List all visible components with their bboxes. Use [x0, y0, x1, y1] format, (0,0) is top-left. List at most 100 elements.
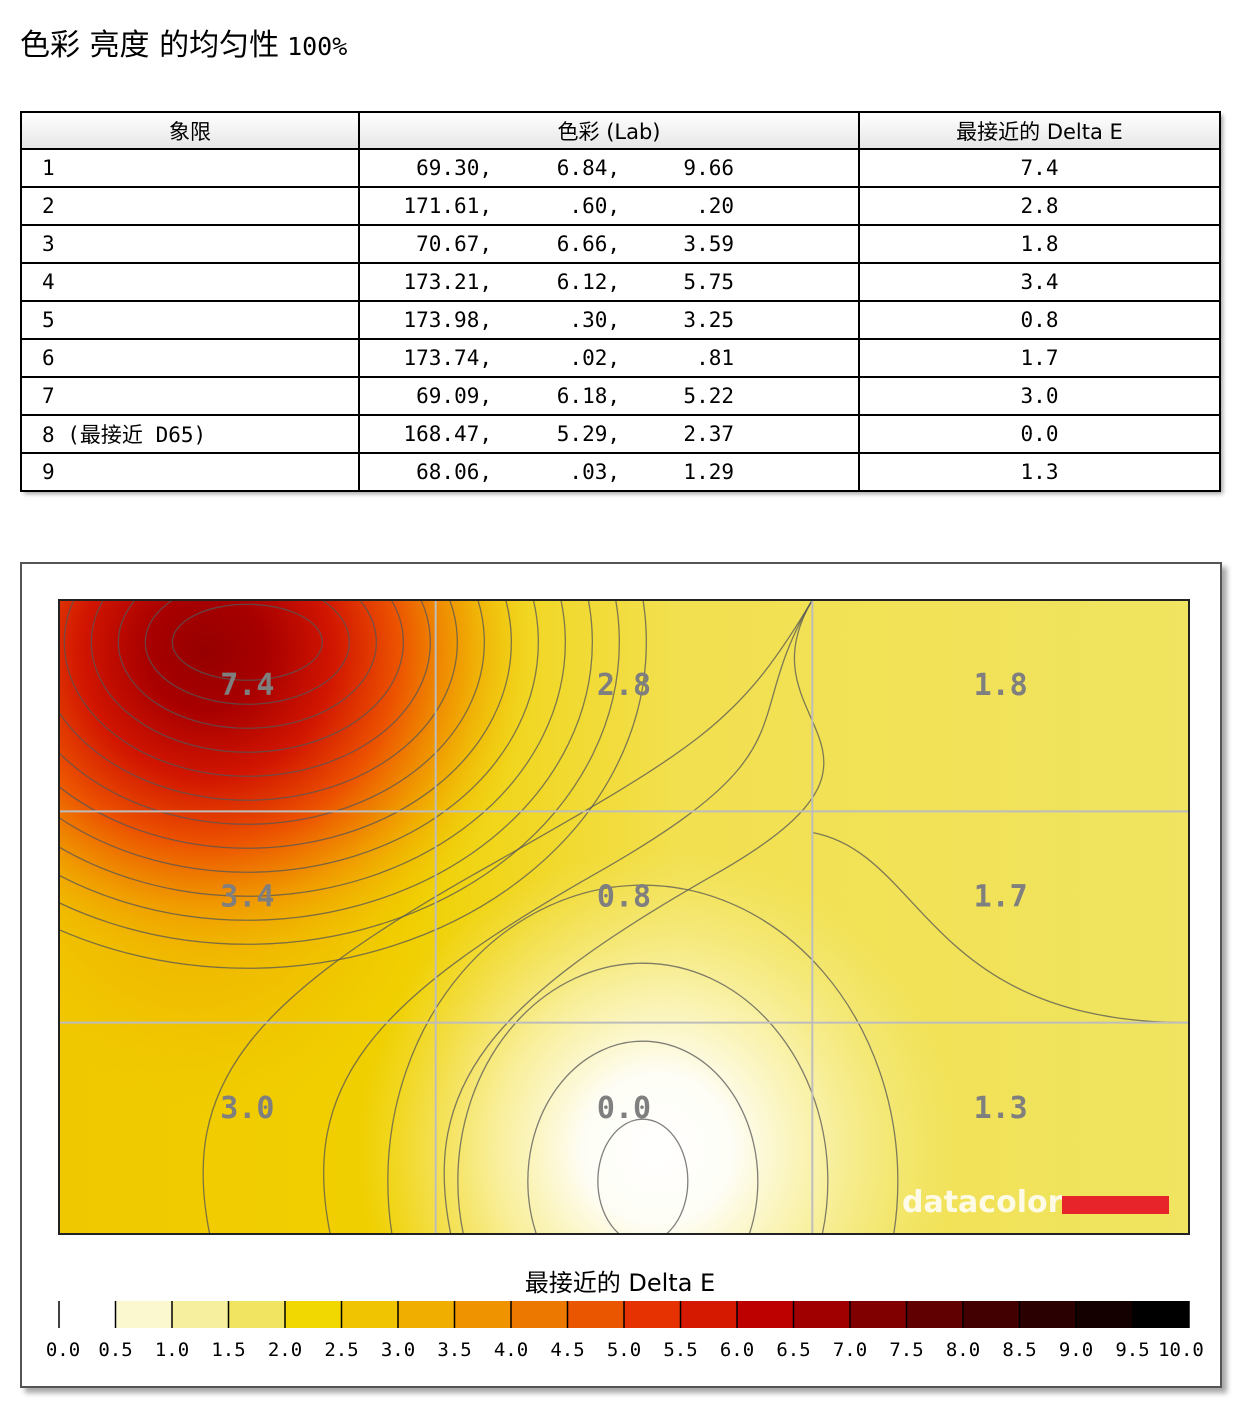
contour-line	[59, 600, 647, 969]
contour-line	[59, 600, 593, 921]
cell-quadrant: 2	[20, 186, 360, 226]
colorbar-tick-label: 6.5	[776, 1339, 810, 1361]
colorbar-swatch	[963, 1301, 1020, 1328]
cell-lab: 70.67, 6.66, 3.59	[358, 224, 860, 264]
cell-quadrant: 6	[20, 338, 360, 378]
plot-border	[58, 599, 1190, 1235]
cell-value-label: 1.3	[974, 1091, 1028, 1126]
colorbar-swatch	[59, 1301, 116, 1328]
datacolor-watermark: datacolor	[902, 1185, 1063, 1220]
table-row: 2 171.61, .60, .20 2.8	[20, 186, 1221, 226]
cell-lab-a: 6.18,	[556, 384, 620, 408]
page-title-suffix: 100%	[287, 32, 348, 61]
colorbar-tick-label: 1.0	[155, 1339, 189, 1361]
cell-value-label: 0.0	[597, 1091, 651, 1126]
cell-lab-l: 173.98,	[403, 308, 492, 332]
colorbar-swatch	[624, 1301, 681, 1328]
contour-line	[59, 600, 485, 825]
cell-lab-a: .03,	[569, 460, 620, 484]
colorbar-tick-label: 8.5	[1002, 1339, 1036, 1361]
colorbar-tick-label: 5.0	[607, 1339, 641, 1361]
contour-line	[59, 600, 539, 873]
colorbar-tick-label: 7.0	[833, 1339, 867, 1361]
cell-lab-a: .02,	[569, 346, 620, 370]
contour-line	[457, 962, 829, 1234]
contour-line	[144, 600, 350, 705]
lab-table-wrapper: 象限 色彩 (Lab) 最接近的 Delta E 1 69.30, 6.84, 9.6…	[20, 111, 1221, 492]
colorbar-swatch	[228, 1301, 286, 1328]
colorbar-swatch	[1076, 1301, 1133, 1328]
cell-lab-b: .81	[696, 346, 734, 370]
table-row: 7 69.09, 6.18, 5.22 3.0	[20, 376, 1221, 416]
colorbar	[58, 1301, 1190, 1328]
cell-delta-e: 2.8	[858, 186, 1221, 226]
cell-lab-l: 173.74,	[403, 346, 492, 370]
table-row: 9 68.06, .03, 1.29 1.3	[20, 452, 1221, 492]
contour-line	[63, 600, 431, 777]
colorbar-swatch	[398, 1301, 455, 1328]
cell-lab-l: 68.06,	[416, 460, 492, 484]
cell-delta-e: 1.8	[858, 224, 1221, 264]
cell-lab-a: 6.84,	[556, 156, 620, 180]
cell-lab-b: 5.75	[683, 270, 734, 294]
cell-value-label: 1.8	[974, 668, 1028, 703]
cell-value-label: 3.4	[220, 879, 274, 914]
table-row: 4 173.21, 6.12, 5.75 3.4	[20, 262, 1221, 302]
colorbar-title: 最接近的 Delta E	[525, 1269, 715, 1297]
table-row: 8 (最接近 D65) 168.47, 5.29, 2.37 0.0	[20, 414, 1221, 454]
contour-line	[117, 600, 377, 729]
cell-lab-b: 5.22	[683, 384, 734, 408]
cell-value-labels: 7.4 2.8 1.8 3.4 0.8 1.7 3.0 0.0 1.3	[220, 668, 1028, 1126]
cell-lab-l: 70.67,	[416, 232, 492, 256]
page-title: 色彩 亮度 的均匀性 100%	[20, 26, 347, 67]
colorbar-tick-labels: 0.0 0.5 1.0 1.5 2.0 2.5 3.0 3.5 4.0 4.5 5.0 5.5 6.0 6…	[46, 1339, 1204, 1361]
cell-lab-l: 173.21,	[403, 270, 492, 294]
colorbar-tick-label: 2.5	[324, 1339, 358, 1361]
cell-lab-l: 168.47,	[403, 422, 492, 446]
cell-value-label: 3.0	[220, 1091, 274, 1126]
cell-lab-l: 69.30,	[416, 156, 492, 180]
cell-lab-b: 2.37	[683, 422, 734, 446]
contour-line	[812, 831, 1189, 1024]
cell-quadrant: 1	[20, 148, 360, 188]
cell-delta-e: 1.7	[858, 338, 1221, 378]
cell-lab-a: 6.12,	[556, 270, 620, 294]
col-header-lab: 色彩 (Lab)	[358, 111, 860, 150]
contour-line	[90, 600, 404, 753]
cell-lab-b: 1.29	[683, 460, 734, 484]
col-header-delta-e: 最接近的 Delta E	[858, 111, 1221, 150]
cell-delta-e: 0.0	[858, 414, 1221, 454]
colorbar-tick-label: 1.5	[211, 1339, 245, 1361]
colorbar-tick-label: 10.0	[1158, 1339, 1204, 1361]
contour-line	[59, 600, 620, 945]
cell-quadrant: 5	[20, 300, 360, 340]
colorbar-swatch	[172, 1301, 229, 1328]
colorbar-swatch	[793, 1301, 851, 1328]
cell-quadrant: 8 (最接近 D65)	[20, 414, 360, 454]
cell-quadrant: 4	[20, 262, 360, 302]
table-row: 3 70.67, 6.66, 3.59 1.8	[20, 224, 1221, 264]
colorbar-tick-label: 4.5	[550, 1339, 584, 1361]
cell-quadrant: 9	[20, 452, 360, 492]
cell-quadrant: 7	[20, 376, 360, 416]
cell-delta-e: 7.4	[858, 148, 1221, 188]
colorbar-tick-label: 3.5	[437, 1339, 471, 1361]
colorbar-swatch	[1132, 1301, 1190, 1328]
table-header-row: 象限 色彩 (Lab) 最接近的 Delta E	[20, 111, 1221, 150]
cell-lab: 173.98, .30, 3.25	[358, 300, 860, 340]
cell-lab: 173.21, 6.12, 5.75	[358, 262, 860, 302]
cell-lab-a: 6.66,	[556, 232, 620, 256]
cell-lab-b: 3.59	[683, 232, 734, 256]
datacolor-logo-bar	[1062, 1196, 1169, 1214]
colorbar-swatch	[115, 1301, 173, 1328]
cell-value-label: 2.8	[597, 668, 651, 703]
contour-line	[59, 600, 566, 897]
colorbar-tick-label: 4.0	[494, 1339, 528, 1361]
colorbar-tick-label: 9.5	[1115, 1339, 1149, 1361]
colorbar-swatch	[1019, 1301, 1077, 1328]
colorbar-swatch	[906, 1301, 964, 1328]
lab-table: 象限 色彩 (Lab) 最接近的 Delta E 1 69.30, 6.84, 9.6…	[20, 111, 1221, 492]
cell-delta-e: 0.8	[858, 300, 1221, 340]
contour-line	[202, 600, 813, 1234]
colorbar-swatch	[850, 1301, 907, 1328]
